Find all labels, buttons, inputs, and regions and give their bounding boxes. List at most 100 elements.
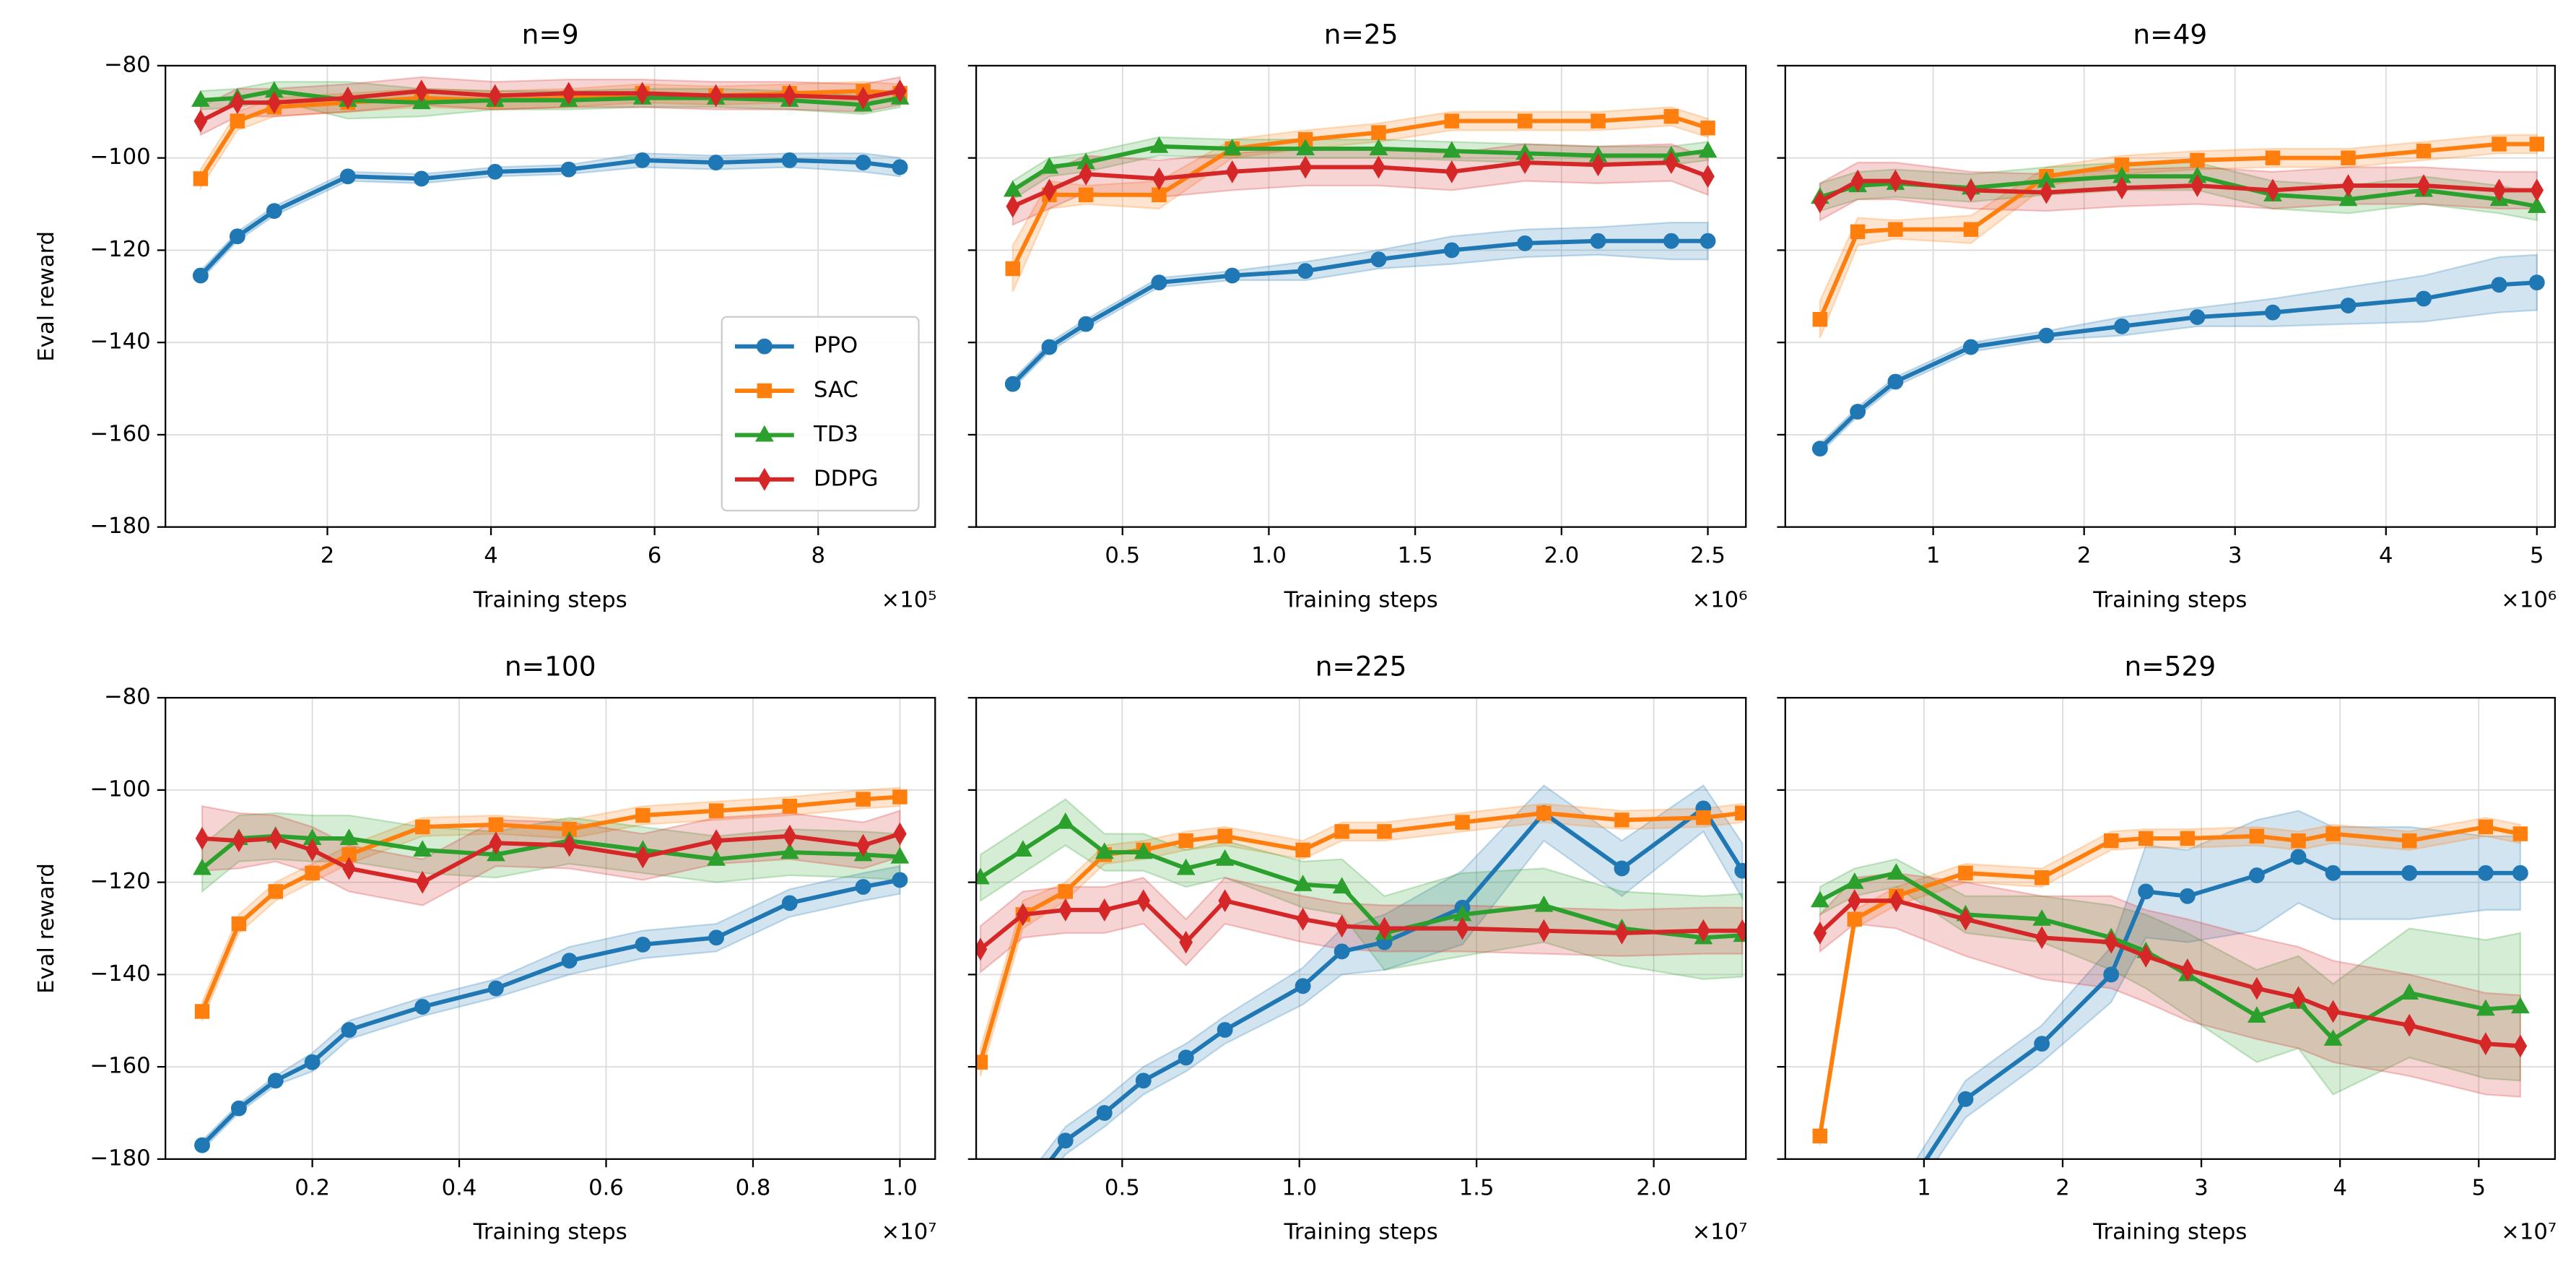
x-tick-label: 1.5 (1459, 1175, 1494, 1200)
marker (230, 91, 245, 114)
marker (2040, 181, 2053, 204)
marker (1957, 1091, 1974, 1107)
marker (1734, 862, 1746, 879)
x-tick-label: 1 (1917, 1175, 1931, 1200)
x-offset-label: ×10⁷ (1692, 1220, 1747, 1245)
x-axis-label: Training steps (473, 587, 627, 612)
marker (2323, 1029, 2343, 1046)
y-tick-label: −140 (90, 961, 150, 987)
marker (2479, 1032, 2493, 1056)
marker (414, 819, 430, 835)
marker (1377, 824, 1392, 839)
marker (2265, 150, 2281, 165)
marker (1176, 858, 1196, 875)
marker (2341, 150, 2356, 165)
x-offset-label: ×10⁶ (1692, 587, 1747, 612)
marker (2035, 926, 2049, 950)
marker (2529, 136, 2545, 152)
marker (2179, 888, 2196, 904)
marker (2400, 983, 2419, 1000)
x-tick-label: 1.0 (1251, 543, 1287, 568)
marker (1735, 805, 1746, 821)
marker (1040, 157, 1059, 174)
series-line (199, 157, 900, 277)
plot-area (1785, 65, 2555, 527)
marker (1958, 865, 1973, 881)
marker (2476, 999, 2495, 1016)
y-tick-label: −140 (90, 329, 150, 355)
series-line (1819, 174, 2538, 209)
legend-marker (756, 338, 773, 355)
marker (1517, 235, 1533, 251)
x-axis-label: Training steps (2092, 587, 2247, 612)
x-axis-label: Training steps (2092, 1220, 2247, 1245)
marker (1697, 919, 1710, 942)
marker (892, 872, 908, 888)
marker (708, 803, 724, 818)
marker (2528, 274, 2545, 291)
error-band (1819, 134, 2538, 339)
marker (1811, 441, 1828, 457)
marker (2190, 152, 2205, 168)
x-tick-label: 2.0 (1636, 1175, 1671, 1200)
marker (1887, 863, 1906, 880)
marker (1215, 849, 1235, 866)
plot-area (165, 65, 936, 527)
marker (1179, 930, 1193, 954)
marker (1218, 889, 1232, 913)
marker (973, 1244, 988, 1259)
marker (1058, 898, 1073, 922)
x-tick-label: 0.8 (736, 1175, 771, 1200)
chart-title: n=225 (1315, 651, 1407, 682)
marker (1962, 339, 1979, 355)
marker (1845, 872, 1864, 889)
marker (1615, 921, 1629, 945)
marker (707, 849, 726, 866)
marker (266, 203, 282, 220)
x-axis-label: Training steps (1284, 1220, 1438, 1245)
marker (634, 152, 650, 168)
plot-area (973, 698, 1746, 1259)
marker (1455, 815, 1470, 830)
marker (1614, 812, 1629, 828)
series-line (1817, 825, 2521, 1137)
marker (2325, 826, 2341, 841)
marker (856, 86, 870, 110)
marker (1889, 169, 1902, 193)
marker (1152, 167, 1166, 191)
y-tick-label: −120 (90, 869, 150, 894)
marker (2180, 831, 2196, 846)
error-band (1819, 254, 2538, 456)
marker (1014, 840, 1032, 857)
marker (1848, 889, 1862, 913)
y-tick-label: −160 (90, 1054, 150, 1079)
marker (2034, 1036, 2050, 1052)
marker (195, 827, 209, 850)
marker (1445, 160, 1459, 183)
marker (709, 829, 723, 853)
marker (2402, 1013, 2416, 1037)
series-line (1011, 238, 1708, 386)
marker (2511, 997, 2530, 1014)
y-tick-label: −120 (90, 237, 150, 262)
marker (2032, 909, 2052, 926)
marker (1370, 251, 1387, 268)
marker (1443, 242, 1460, 259)
marker (1964, 178, 1978, 202)
x-tick-label: 0.4 (442, 1175, 477, 1200)
marker (855, 155, 871, 170)
marker (1963, 222, 1979, 237)
marker (1043, 178, 1056, 202)
marker (2290, 849, 2307, 865)
marker (1096, 1105, 1113, 1121)
error-band (1819, 161, 2538, 222)
x-offset-label: ×10⁵ (882, 587, 937, 612)
marker (2338, 189, 2358, 207)
marker (2492, 178, 2506, 202)
marker (1591, 153, 1605, 177)
marker (488, 817, 504, 832)
marker (1444, 113, 1460, 129)
marker (1888, 222, 1903, 237)
marker (1178, 833, 1193, 849)
